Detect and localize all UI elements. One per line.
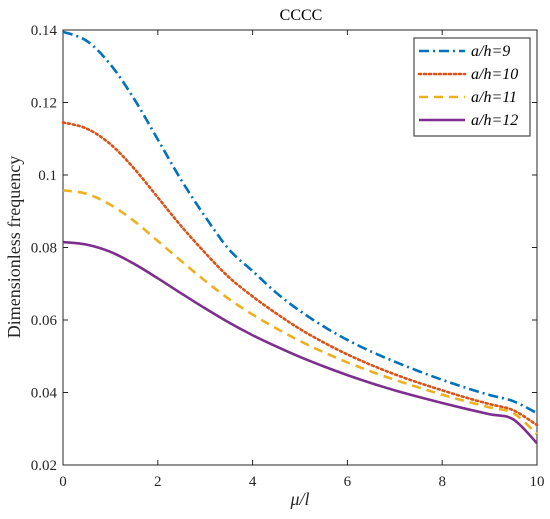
x-axis-label: μ/l bbox=[289, 489, 309, 509]
series-line-4 bbox=[62, 240, 538, 445]
y-tick-label: 0.1 bbox=[38, 168, 57, 184]
series-group bbox=[61, 30, 539, 445]
legend-label: a/h=9 bbox=[471, 43, 510, 60]
legend: a/h=9 a/h=10 a/h=11 a/h=12 bbox=[413, 37, 531, 137]
series-line-3 bbox=[62, 188, 538, 436]
y-tick-label: 0.02 bbox=[31, 458, 57, 474]
y-axis: 0.02 0.04 0.06 0.08 0.1 0.12 0.14 bbox=[31, 23, 537, 474]
legend-label: a/h=12 bbox=[471, 112, 518, 129]
x-axis: 0 2 4 6 8 10 bbox=[59, 30, 545, 490]
series-line-2 bbox=[61, 121, 539, 427]
y-axis-label: Dimensionless frequency bbox=[4, 156, 24, 338]
legend-label: a/h=11 bbox=[471, 89, 517, 106]
y-tick-label: 0.12 bbox=[31, 96, 57, 112]
legend-label: a/h=10 bbox=[471, 66, 518, 83]
chart-title: CCCC bbox=[280, 7, 323, 24]
x-tick-label: 8 bbox=[438, 474, 446, 490]
y-tick-label: 0.14 bbox=[31, 23, 58, 39]
x-tick-label: 10 bbox=[530, 474, 545, 490]
y-tick-label: 0.08 bbox=[31, 241, 57, 257]
y-tick-label: 0.06 bbox=[31, 313, 58, 329]
y-tick-label: 0.04 bbox=[31, 386, 58, 402]
x-tick-label: 0 bbox=[59, 474, 67, 490]
x-tick-label: 2 bbox=[154, 474, 162, 490]
series-line-1 bbox=[62, 30, 538, 415]
x-tick-label: 4 bbox=[249, 474, 257, 490]
x-tick-label: 6 bbox=[344, 474, 352, 490]
